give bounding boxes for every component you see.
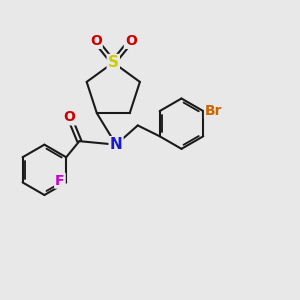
Text: O: O: [64, 110, 76, 124]
Text: N: N: [110, 137, 122, 152]
Text: Br: Br: [205, 104, 223, 118]
Text: S: S: [108, 55, 119, 70]
Text: O: O: [125, 34, 137, 48]
Text: F: F: [55, 174, 65, 188]
Text: O: O: [90, 34, 102, 48]
